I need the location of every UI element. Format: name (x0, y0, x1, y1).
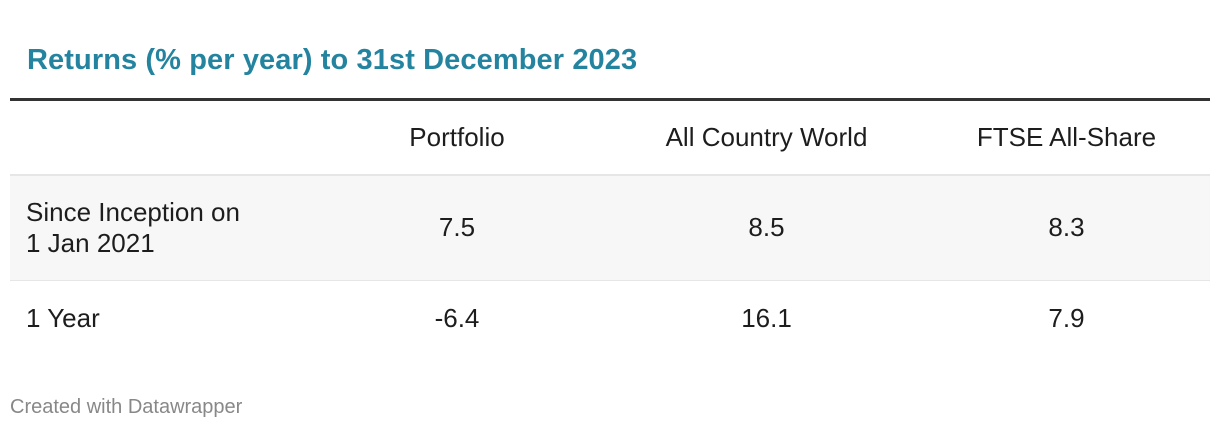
returns-table: Portfolio All Country World FTSE All-Sha… (10, 98, 1210, 357)
cell-since-inception-ftse-all-share: 8.3 (1048, 212, 1085, 243)
chart-title: Returns (% per year) to 31st December 20… (27, 44, 638, 76)
datawrapper-credit: Created with Datawrapper (10, 396, 243, 418)
table-row-since-inception: Since Inception on 1 Jan 2021 7.5 8.5 8.… (10, 174, 1210, 281)
cell-1-year-portfolio: -6.4 (434, 303, 480, 334)
table-row-1-year: 1 Year -6.4 16.1 7.9 (10, 281, 1210, 357)
header-all-country-world: All Country World (665, 121, 868, 152)
returns-table-container: Portfolio All Country World FTSE All-Sha… (10, 98, 1210, 357)
row-label-since-inception: Since Inception on 1 Jan 2021 (10, 175, 304, 281)
cell-since-inception-all-country-world: 8.5 (748, 212, 785, 243)
row-label-1-year: 1 Year (10, 281, 304, 357)
row-label-line: Since Inception on (26, 196, 240, 227)
cell-1-year-all-country-world: 16.1 (741, 303, 792, 334)
row-label-line: 1 Jan 2021 (26, 227, 155, 258)
cell-1-year-ftse-all-share: 7.9 (1048, 303, 1085, 334)
header-row-label (10, 100, 304, 175)
row-label-line: 1 Year (26, 303, 100, 334)
table-header-row: Portfolio All Country World FTSE All-Sha… (10, 100, 1210, 175)
header-portfolio: Portfolio (409, 121, 505, 152)
cell-since-inception-portfolio: 7.5 (438, 212, 476, 243)
header-ftse-all-share: FTSE All-Share (976, 121, 1157, 152)
